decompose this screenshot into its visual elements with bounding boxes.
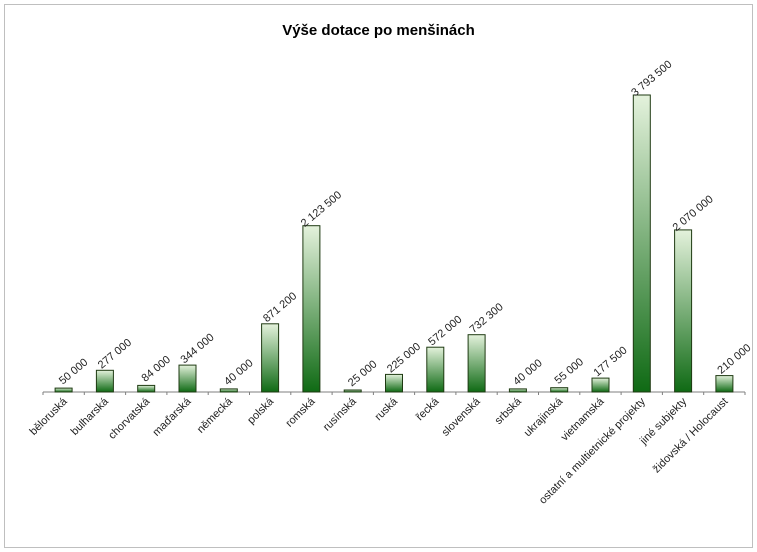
category-label-1: běloruská: [28, 395, 71, 438]
data-label-3: 84 000: [140, 354, 173, 385]
category-label-2: bulharská: [69, 395, 112, 438]
bar-12: [508, 388, 527, 393]
category-label-12: srbská: [493, 395, 525, 427]
bar-15: [632, 94, 651, 393]
data-label-11: 732 300: [468, 301, 506, 336]
bar-3: [137, 384, 156, 393]
chart-title: Výše dotace po menšinách: [282, 22, 475, 39]
bar-10: [426, 346, 445, 393]
data-label-16: 2 070 000: [671, 193, 716, 234]
category-label-11: slovenská: [440, 395, 484, 439]
category-label-7: romská: [284, 395, 319, 430]
category-label-6: polská: [245, 395, 277, 427]
data-label-4: 344 000: [178, 331, 216, 366]
bar-9: [385, 373, 403, 393]
chart-frame: [4, 4, 753, 548]
category-label-4: maďarská: [151, 395, 195, 439]
data-label-9: 225 000: [385, 341, 423, 376]
bar-11: [467, 334, 486, 393]
category-label-13: ukrajinská: [522, 395, 566, 439]
bar-14: [591, 377, 610, 393]
bar-7: [302, 225, 321, 393]
data-label-5: 40 000: [222, 357, 255, 388]
category-label-17: židovská / Holocaust: [651, 396, 731, 476]
bar-6: [261, 323, 280, 393]
data-label-15: 3 793 500: [629, 58, 674, 99]
data-label-6: 871 200: [261, 290, 299, 325]
bar-17: [715, 375, 734, 393]
bar-8: [343, 389, 362, 393]
bar-2: [95, 369, 114, 393]
data-label-1: 50 000: [57, 356, 90, 387]
bar-1: [54, 387, 73, 393]
data-label-12: 40 000: [511, 357, 544, 388]
bar-13: [550, 387, 569, 393]
data-label-7: 2 123 500: [299, 189, 344, 230]
data-label-10: 572 000: [426, 314, 464, 349]
data-label-13: 55 000: [553, 356, 586, 387]
category-label-5: německá: [195, 395, 236, 436]
category-label-10: řecká: [414, 395, 442, 423]
bar-16: [674, 229, 693, 393]
category-label-9: ruská: [373, 395, 401, 423]
bar-5: [219, 388, 238, 393]
category-label-8: rusínská: [321, 395, 360, 434]
data-label-17: 210 000: [715, 342, 753, 377]
data-label-8: 25 000: [346, 358, 379, 389]
bar-4: [178, 364, 197, 393]
data-label-2: 277 000: [96, 337, 134, 372]
data-label-14: 177 500: [591, 344, 629, 379]
category-label-3: chorvatská: [106, 395, 153, 442]
